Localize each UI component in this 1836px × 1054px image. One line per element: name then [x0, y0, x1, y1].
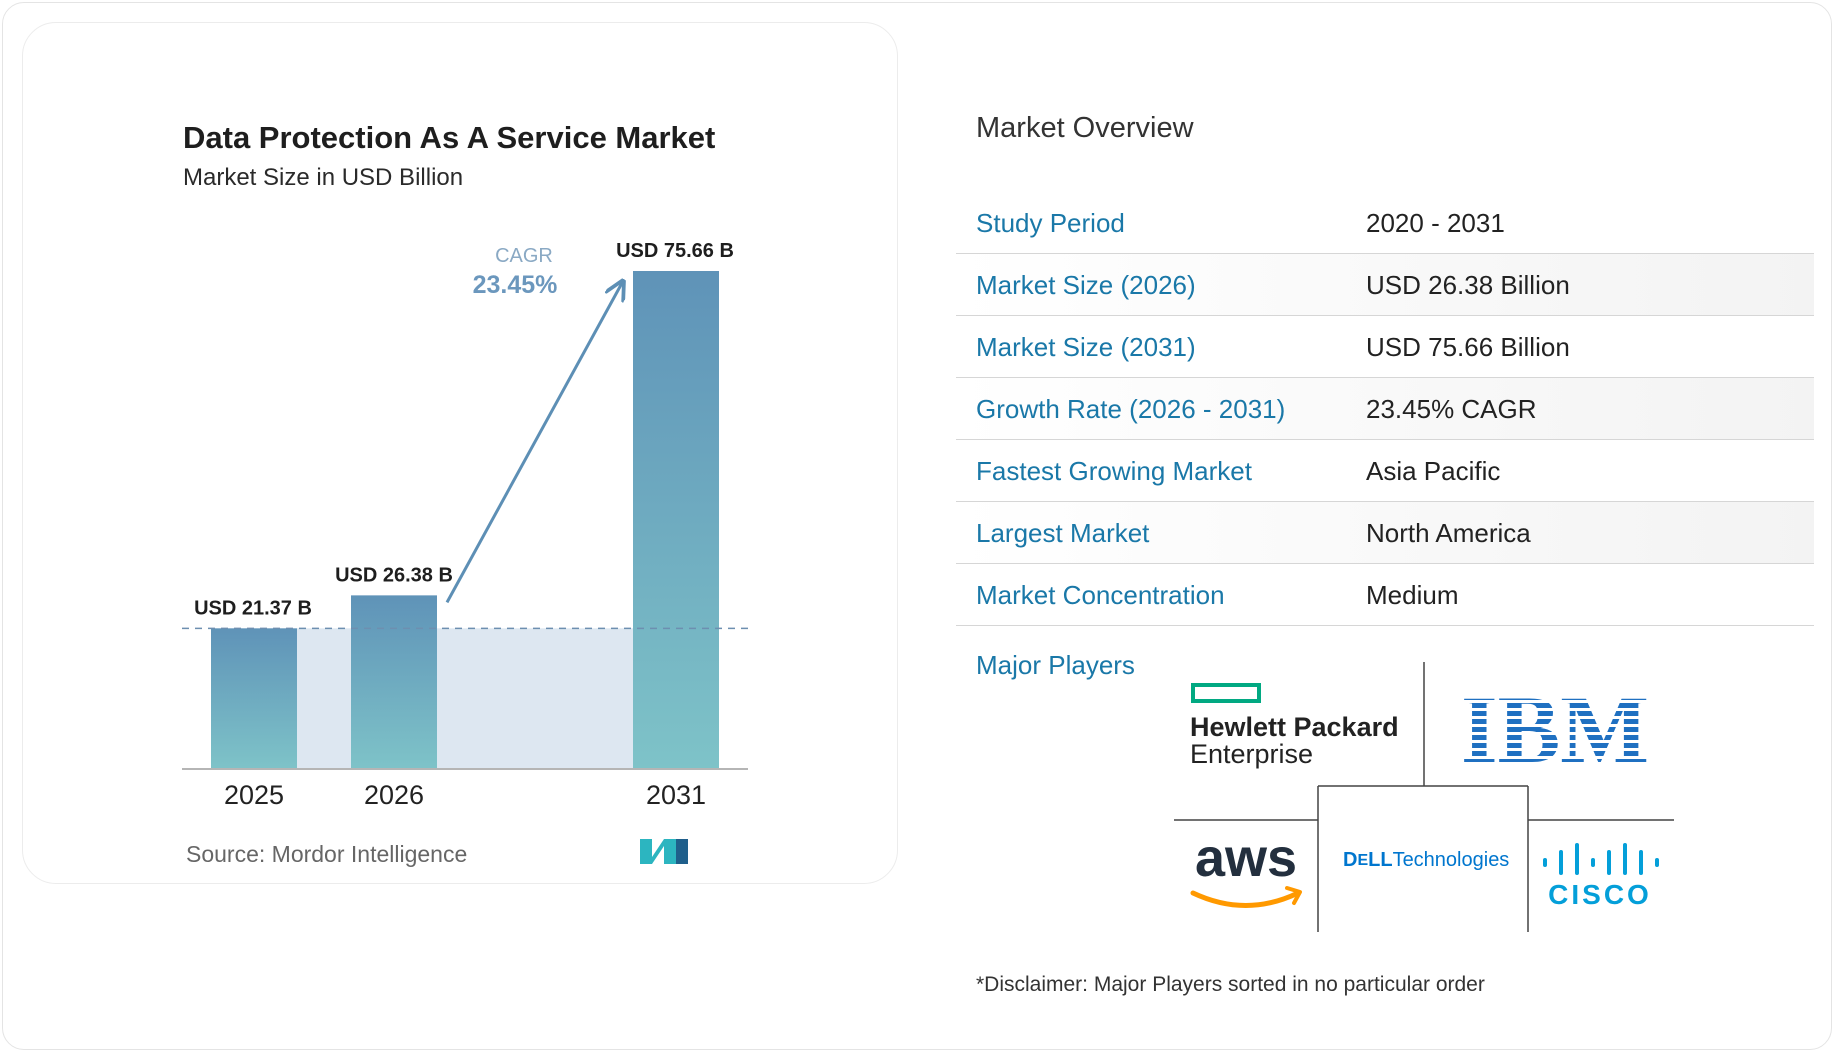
chart-title: Data Protection As A Service Market: [183, 120, 716, 155]
cisco-logo: CISCO: [1543, 843, 1659, 910]
svg-text:DELLTechnologies: DELLTechnologies: [1343, 849, 1509, 871]
cagr-value: 23.45%: [473, 271, 558, 299]
overview-row-market-size-2026: Market Size (2026) USD 26.38 Billion: [956, 254, 1814, 316]
overview-value: USD 75.66 Billion: [1366, 332, 1570, 362]
bar-chart: 2025 2026 2031 USD 21.37 B USD 26.38 B USD 75…: [182, 240, 750, 810]
overview-row-study-period: Study Period 2020 - 2031: [956, 192, 1814, 254]
x-tick-label: 2031: [646, 780, 706, 810]
bar-2031: [633, 271, 719, 769]
disclaimer: *Disclaimer: Major Players sorted in no …: [976, 973, 1485, 996]
chart-source: Source: Mordor Intelligence: [186, 841, 468, 867]
dell-technologies-logo: DELLTechnologies: [1343, 849, 1509, 871]
overview-row-largest-market: Largest Market North America: [956, 502, 1814, 564]
overview-row-fastest-growing: Fastest Growing Market Asia Pacific: [956, 440, 1814, 502]
cagr-label: CAGR: [495, 245, 553, 267]
svg-text:Hewlett Packard: Hewlett Packard: [1190, 712, 1399, 742]
overview-label: Growth Rate (2026 - 2031): [976, 394, 1286, 424]
svg-text:CISCO: CISCO: [1548, 879, 1652, 910]
data-label: USD 21.37 B: [194, 597, 312, 619]
cagr-arrow: [445, 283, 622, 604]
overview-row-growth-rate: Growth Rate (2026 - 2031) 23.45% CAGR: [956, 378, 1814, 440]
overview-title: Market Overview: [976, 112, 1194, 144]
overview-label: Study Period: [976, 208, 1125, 238]
major-players-label: Major Players: [976, 650, 1135, 680]
bar-2025: [211, 628, 297, 769]
bar-2026: [351, 595, 437, 769]
overview-label: Market Concentration: [976, 580, 1225, 610]
svg-text:Enterprise: Enterprise: [1190, 739, 1313, 769]
overview-label: Market Size (2031): [976, 332, 1196, 362]
overview-label: Market Size (2026): [976, 270, 1196, 300]
overview-row-market-size-2031: Market Size (2031) USD 75.66 Billion: [956, 316, 1814, 378]
data-label: USD 75.66 B: [616, 240, 734, 262]
overview-value: 23.45% CAGR: [1366, 394, 1537, 424]
overview-value: Asia Pacific: [1366, 456, 1501, 486]
x-tick-label: 2025: [224, 780, 284, 810]
svg-text:aws: aws: [1195, 828, 1297, 888]
chart-subtitle: Market Size in USD Billion: [183, 164, 464, 191]
overview-value: North America: [1366, 518, 1531, 548]
overview-row-concentration: Market Concentration Medium: [956, 564, 1814, 626]
overview-label: Fastest Growing Market: [976, 456, 1252, 486]
data-label: USD 26.38 B: [335, 564, 453, 586]
aws-logo: aws: [1190, 828, 1302, 908]
overview-value: Medium: [1366, 580, 1459, 610]
overview-label: Largest Market: [976, 518, 1150, 548]
overview-value: USD 26.38 Billion: [1366, 270, 1570, 300]
x-tick-label: 2026: [364, 780, 424, 810]
ibm-logo: IBM: [1455, 676, 1655, 783]
hpe-logo: Hewlett Packard Enterprise: [1190, 683, 1399, 769]
overview-value: 2020 - 2031: [1366, 208, 1505, 238]
